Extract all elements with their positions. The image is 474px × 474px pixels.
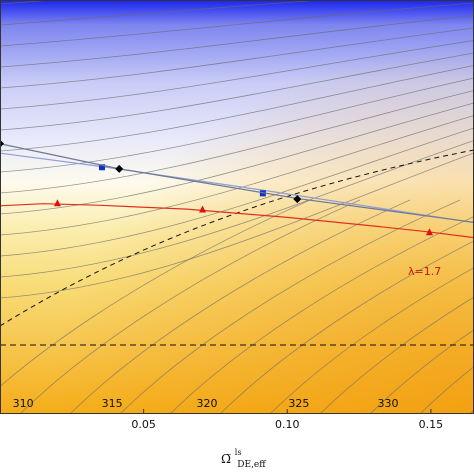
contour-line — [0, 77, 474, 173]
dashed-boundary-curve — [0, 149, 474, 327]
triangle-marker — [53, 199, 61, 207]
contour-value-label: 310 — [13, 397, 34, 410]
x-tick-label: 0.15 — [419, 418, 444, 431]
lower-contour-lines — [0, 199, 474, 415]
contour-line — [19, 199, 361, 415]
x-axis-label-super: ls — [235, 448, 242, 457]
x-axis-label-symbol: Ω̅ — [221, 452, 231, 466]
x-axis-label: Ω̅ ls DE,eff — [221, 444, 266, 470]
contour-value-label: 320 — [196, 397, 217, 410]
contour-line — [0, 65, 474, 152]
contour-line — [69, 199, 411, 415]
x-tick-label: 0.05 — [131, 418, 156, 431]
series-line — [0, 203, 474, 239]
series-layer — [0, 139, 474, 239]
contour-line — [0, 15, 474, 68]
series-line — [0, 152, 474, 224]
series-line — [0, 143, 474, 223]
x-tick-label: 0.10 — [275, 418, 300, 431]
contour-line — [0, 152, 474, 299]
x-axis-ticks: 0.05 0.10 0.15 — [131, 409, 443, 431]
contour-line — [369, 329, 474, 415]
contour-value-label: 315 — [102, 397, 123, 410]
contour-line — [0, 0, 328, 26]
x-axis-label-sub: DE,eff — [237, 460, 266, 470]
contour-line — [0, 115, 474, 236]
diamond-marker — [115, 164, 124, 173]
contour-line — [0, 102, 474, 215]
contour-line — [119, 199, 461, 415]
triangle-marker — [199, 205, 207, 213]
contour-line — [0, 2, 474, 47]
contour-line — [319, 296, 474, 415]
contour-labels: 310 315 320 325 330 — [13, 397, 399, 410]
contour-line — [0, 40, 474, 110]
square-marker — [98, 164, 105, 171]
contour-line — [269, 267, 474, 415]
contour-value-label: 325 — [288, 397, 309, 410]
contour-line — [0, 127, 474, 257]
contour-line — [0, 52, 474, 131]
contour-line — [0, 199, 311, 388]
square-marker — [259, 190, 266, 197]
contour-line — [0, 90, 474, 194]
contour-line — [219, 240, 474, 415]
triangle-marker — [425, 228, 433, 236]
diamond-marker — [293, 195, 302, 204]
upper-contour-lines — [0, 0, 474, 299]
contour-line — [0, 27, 474, 89]
contour-value-label: 330 — [377, 397, 398, 410]
lambda-annotation: λ=1.7 — [408, 265, 441, 278]
contour-line — [169, 216, 474, 415]
contour-line — [419, 366, 474, 415]
